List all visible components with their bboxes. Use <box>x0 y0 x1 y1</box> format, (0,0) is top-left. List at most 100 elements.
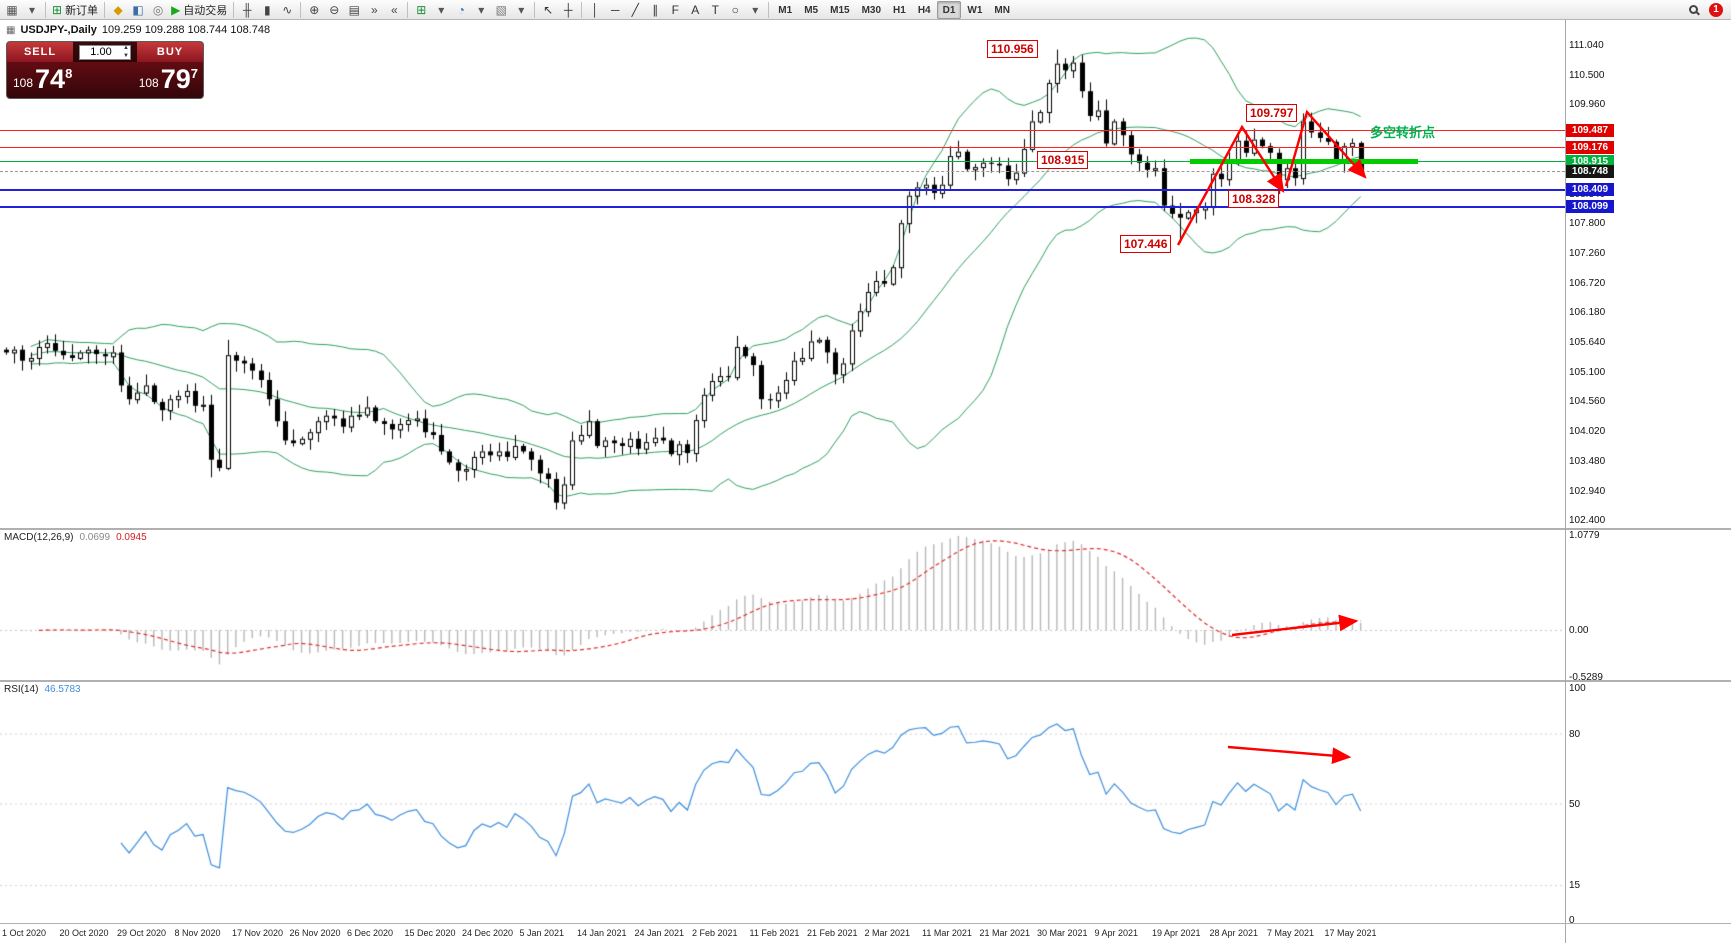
price-callout[interactable]: 110.956 <box>987 40 1038 58</box>
pane-separator-rsi[interactable] <box>0 680 1731 682</box>
volume-input[interactable] <box>79 44 131 60</box>
buy-price[interactable]: 108 79 7 <box>133 65 203 97</box>
new-chart-icon[interactable]: ▦ <box>2 1 22 19</box>
auto-scroll-icon[interactable]: » <box>364 1 384 19</box>
horizontal-line[interactable] <box>0 147 1565 149</box>
price-badge[interactable]: 108.409 <box>1566 183 1614 197</box>
support-line-thick[interactable] <box>1190 159 1418 165</box>
sell-button[interactable]: SELL <box>7 42 73 62</box>
template-icon[interactable]: ▧ <box>491 1 511 19</box>
date-label: 24 Jan 2021 <box>634 928 685 938</box>
vertical-line-icon: │ <box>591 2 600 17</box>
date-label: 7 May 2021 <box>1267 928 1315 938</box>
timeframe-button-W1[interactable]: W1 <box>967 4 983 16</box>
zoom-out-icon[interactable]: ⊖ <box>324 1 344 19</box>
price-badge[interactable]: 109.487 <box>1566 123 1614 137</box>
vertical-line-icon[interactable]: │ <box>585 1 605 19</box>
price-badge[interactable]: 109.176 <box>1566 141 1614 155</box>
annotation-text[interactable]: 多空转折点 <box>1370 125 1436 140</box>
one-click-trading-panel: SELL ▲ ▼ BUY 108 74 8 108 <box>6 41 204 99</box>
window-list-dropdown-icon[interactable]: ▾ <box>22 1 42 19</box>
horizontal-line[interactable] <box>0 171 1565 173</box>
rsi-label: RSI(14) <box>4 684 39 695</box>
timeframe-button-H1[interactable]: H1 <box>893 4 906 16</box>
timeframe-button-M5[interactable]: M5 <box>804 4 819 16</box>
price-callout[interactable]: 108.915 <box>1037 151 1089 169</box>
crosshair-icon: ┼ <box>564 2 573 17</box>
new-chart-icon: ▦ <box>6 2 18 17</box>
crosshair-icon[interactable]: ┼ <box>558 1 578 19</box>
shapes-icon[interactable]: ○ <box>725 1 745 19</box>
rsi-scale-tick: 50 <box>1569 798 1581 810</box>
price-callout[interactable]: 108.328 <box>1228 190 1280 208</box>
data-window-icon[interactable]: ◧ <box>128 1 148 19</box>
sell-price-pip: 8 <box>65 65 73 81</box>
horizontal-line[interactable] <box>0 129 1565 131</box>
trendline-icon: ╱ <box>631 2 639 17</box>
timeframe-button-H4[interactable]: H4 <box>917 4 931 16</box>
tile-windows-icon[interactable]: ▤ <box>344 1 364 19</box>
notification-badge[interactable]: 1 <box>1709 2 1723 17</box>
timeframe-button-MN[interactable]: MN <box>994 4 1010 16</box>
bar-chart-icon[interactable]: ╫ <box>237 1 257 19</box>
search-button[interactable] <box>1683 1 1703 19</box>
cursor-icon[interactable]: ↖ <box>538 1 558 19</box>
rsi-scale-tick: 100 <box>1569 683 1586 694</box>
text-icon[interactable]: A <box>685 1 705 19</box>
ohlc-values: 109.259 109.288 108.744 108.748 <box>101 24 271 36</box>
label-icon[interactable]: T <box>705 1 725 19</box>
horizontal-line[interactable] <box>0 188 1565 191</box>
timeframe-button-D1[interactable]: D1 <box>936 0 962 19</box>
price-scale-separator[interactable] <box>1565 20 1566 943</box>
chart-shift-icon[interactable]: « <box>384 1 404 19</box>
toolbar-separator <box>233 1 235 18</box>
periods-icon[interactable]: ◔ <box>451 1 471 19</box>
trendline-icon[interactable]: ╱ <box>625 1 645 19</box>
new-order-button[interactable]: ⊞ 新订单 <box>49 1 101 19</box>
horizontal-line-icon[interactable]: ─ <box>605 1 625 19</box>
price-tick: 104.020 <box>1569 426 1606 438</box>
timeframe-button-M30[interactable]: M30 <box>861 4 882 16</box>
fibonacci-icon[interactable]: F <box>665 1 685 19</box>
shapes-dropdown-icon[interactable]: ▾ <box>745 1 765 19</box>
zoom-in-icon[interactable]: ⊕ <box>304 1 324 19</box>
market-watch-icon: ◆ <box>113 2 123 17</box>
buy-button[interactable]: BUY <box>137 42 203 62</box>
horizontal-line[interactable] <box>0 161 1565 163</box>
price-tick: 105.640 <box>1569 337 1606 348</box>
autotrade-button[interactable]: ▶ 自动交易 <box>168 1 230 19</box>
timeframe-button-M15[interactable]: M15 <box>830 4 850 16</box>
date-label: 15 Dec 2020 <box>404 928 456 938</box>
line-chart-icon[interactable]: ∿ <box>277 1 297 19</box>
periods-dropdown-icon[interactable]: ▾ <box>471 1 491 19</box>
market-watch-icon[interactable]: ◆ <box>108 1 128 19</box>
price-badge[interactable]: 108.099 <box>1566 200 1614 214</box>
price-callout[interactable]: 107.446 <box>1120 235 1172 253</box>
volume-up-icon[interactable]: ▲ <box>123 44 129 51</box>
navigator-icon[interactable]: ◎ <box>148 1 168 19</box>
sell-price-main: 74 <box>35 63 66 94</box>
price-badge[interactable]: 108.748 <box>1566 164 1614 178</box>
template-dropdown-icon[interactable]: ▾ <box>511 1 531 19</box>
price-callout[interactable]: 109.797 <box>1246 104 1298 122</box>
channel-icon[interactable]: ∥ <box>645 1 665 19</box>
date-label: 2 Mar 2021 <box>864 928 911 938</box>
horizontal-line[interactable] <box>0 205 1565 208</box>
indicators-dropdown-icon[interactable]: ▾ <box>431 1 451 19</box>
new-order-button: ⊞ <box>52 2 63 17</box>
shapes-icon: ○ <box>731 2 739 17</box>
timeframe-button-M1[interactable]: M1 <box>778 4 793 16</box>
date-label: 30 Mar 2021 <box>1037 928 1088 938</box>
date-label: 9 Apr 2021 <box>1094 928 1139 938</box>
cursor-icon: ↖ <box>543 2 554 17</box>
candlestick-chart-icon[interactable]: ▮ <box>257 1 277 19</box>
tile-windows-icon: ▤ <box>348 2 360 17</box>
indicators-icon[interactable]: ⊞ <box>411 1 431 19</box>
rsi-label-row: RSI(14) 46.5783 <box>4 684 81 695</box>
sell-price[interactable]: 108 74 8 <box>7 63 77 97</box>
pane-separator-macd[interactable] <box>0 528 1731 530</box>
volume-down-icon[interactable]: ▼ <box>123 52 129 59</box>
